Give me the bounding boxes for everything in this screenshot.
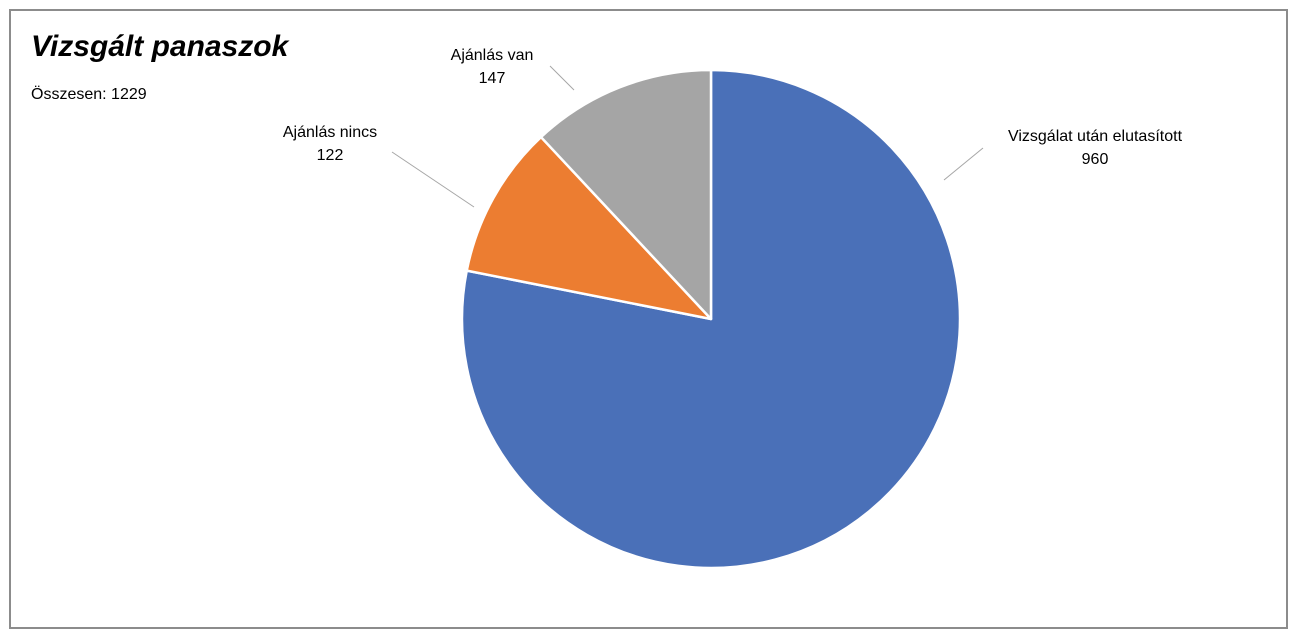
- total-value: 1229: [111, 86, 147, 103]
- chart-subtitle: Összesen: 1229: [31, 86, 147, 104]
- slice-value: 122: [317, 147, 344, 164]
- slice-label: Ajánlás van: [451, 47, 534, 64]
- leader-line: [391, 151, 475, 208]
- slice-value: 960: [1082, 151, 1109, 168]
- pie-slices: [460, 68, 962, 570]
- slice-value: 147: [479, 70, 506, 87]
- chart-title: Vizsgált panaszok: [31, 30, 289, 63]
- slice-label: Ajánlás nincs: [283, 124, 377, 141]
- data-labels: Vizsgálat után elutasított 960 Ajánlás nin…: [283, 47, 1183, 168]
- leader-lines: [391, 65, 984, 208]
- leader-line: [943, 147, 984, 181]
- total-label: Összesen:: [31, 86, 107, 103]
- slice-label: Vizsgálat után elutasított: [1008, 128, 1183, 145]
- pie-slice: [465, 135, 713, 321]
- leader-line: [549, 65, 575, 91]
- pie-slice: [539, 68, 713, 321]
